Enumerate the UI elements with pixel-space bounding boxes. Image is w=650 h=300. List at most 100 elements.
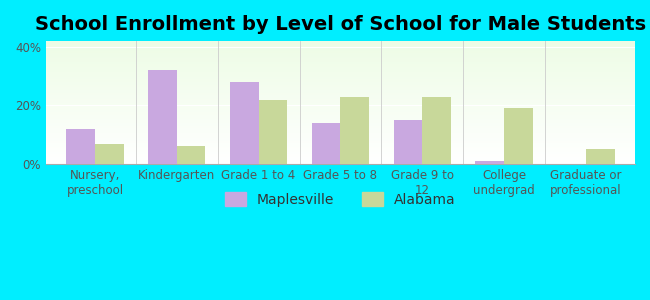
Bar: [46, 70, 635, 72]
Bar: [46, 92, 635, 93]
Bar: [46, 116, 635, 117]
Bar: [46, 110, 635, 111]
Bar: [46, 161, 635, 163]
Bar: [46, 143, 635, 144]
Bar: [46, 49, 635, 50]
Bar: [46, 83, 635, 84]
Bar: [46, 149, 635, 151]
Bar: [66, 129, 95, 164]
Bar: [46, 138, 635, 140]
Bar: [46, 121, 635, 122]
Bar: [46, 146, 635, 147]
Bar: [46, 93, 635, 94]
Bar: [230, 82, 259, 164]
Bar: [46, 148, 635, 149]
Bar: [586, 149, 614, 164]
Bar: [46, 136, 635, 137]
Bar: [46, 155, 635, 157]
Bar: [46, 59, 635, 61]
Bar: [46, 152, 635, 153]
Bar: [46, 63, 635, 64]
Bar: [46, 88, 635, 89]
Bar: [46, 50, 635, 51]
Bar: [46, 64, 635, 66]
Bar: [312, 123, 341, 164]
Bar: [504, 108, 533, 164]
Bar: [46, 133, 635, 134]
Bar: [46, 159, 635, 160]
Bar: [46, 89, 635, 90]
Bar: [46, 79, 635, 80]
Bar: [46, 80, 635, 82]
Bar: [46, 62, 635, 63]
Bar: [475, 161, 504, 164]
Bar: [46, 78, 635, 79]
Bar: [46, 157, 635, 158]
Bar: [46, 47, 635, 49]
Bar: [46, 90, 635, 92]
Bar: [46, 140, 635, 141]
Bar: [46, 115, 635, 116]
Bar: [46, 137, 635, 138]
Bar: [46, 112, 635, 114]
Bar: [46, 130, 635, 131]
Bar: [46, 84, 635, 85]
Bar: [422, 97, 451, 164]
Bar: [46, 98, 635, 99]
Bar: [46, 76, 635, 77]
Bar: [46, 53, 635, 55]
Bar: [46, 107, 635, 109]
Bar: [46, 147, 635, 148]
Bar: [46, 154, 635, 155]
Bar: [46, 120, 635, 121]
Bar: [46, 134, 635, 136]
Bar: [341, 97, 369, 164]
Title: School Enrollment by Level of School for Male Students: School Enrollment by Level of School for…: [35, 15, 646, 34]
Bar: [46, 127, 635, 128]
Bar: [46, 41, 635, 42]
Bar: [46, 69, 635, 70]
Bar: [46, 100, 635, 101]
Bar: [46, 52, 635, 53]
Bar: [46, 51, 635, 52]
Bar: [46, 99, 635, 100]
Bar: [46, 45, 635, 46]
Bar: [46, 96, 635, 98]
Bar: [46, 123, 635, 125]
Bar: [46, 118, 635, 120]
Bar: [46, 73, 635, 74]
Bar: [46, 106, 635, 107]
Bar: [46, 58, 635, 59]
Bar: [46, 141, 635, 142]
Bar: [46, 46, 635, 47]
Bar: [46, 122, 635, 123]
Bar: [46, 57, 635, 58]
Bar: [46, 56, 635, 57]
Bar: [46, 142, 635, 143]
Bar: [177, 146, 205, 164]
Bar: [46, 105, 635, 106]
Bar: [46, 95, 635, 96]
Bar: [46, 109, 635, 110]
Bar: [148, 70, 177, 164]
Bar: [95, 143, 124, 164]
Bar: [46, 158, 635, 159]
Bar: [46, 77, 635, 78]
Bar: [46, 85, 635, 87]
Bar: [46, 103, 635, 104]
Bar: [46, 66, 635, 67]
Bar: [46, 61, 635, 62]
Bar: [46, 151, 635, 152]
Bar: [46, 126, 635, 127]
Bar: [46, 153, 635, 154]
Bar: [46, 94, 635, 95]
Bar: [46, 74, 635, 76]
Bar: [46, 128, 635, 130]
Bar: [46, 55, 635, 56]
Bar: [46, 111, 635, 112]
Legend: Maplesville, Alabama: Maplesville, Alabama: [220, 186, 462, 212]
Bar: [259, 100, 287, 164]
Bar: [46, 131, 635, 132]
Bar: [46, 68, 635, 69]
Bar: [46, 44, 635, 45]
